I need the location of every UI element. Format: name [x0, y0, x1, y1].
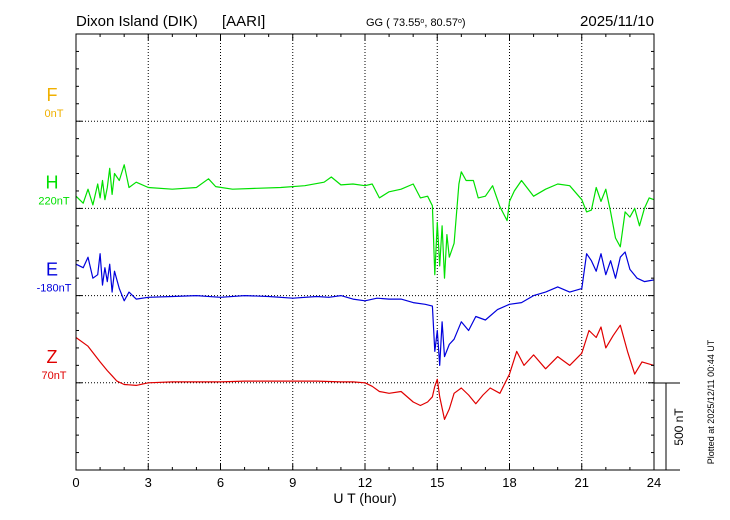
x-tick-label-6: 6 [217, 475, 224, 490]
series-line-E [75, 251, 655, 366]
x-tick-label-9: 9 [289, 475, 296, 490]
plotted-timestamp: Plotted at 2025/12/11 00:44 UT [706, 339, 716, 464]
channel-offset-H: 220nT [38, 195, 69, 207]
coords-prefix: GG ( 73.55 [366, 17, 420, 29]
channel-label-H: H [46, 172, 59, 192]
institute-label: [AARI] [222, 13, 265, 30]
x-tick-label-0: 0 [72, 475, 79, 490]
x-tick-label-12: 12 [358, 475, 372, 490]
degree-sign-2: o [458, 18, 462, 25]
coordinates-label: GG ( 73.55o, 80.57o) [366, 17, 466, 29]
channel-label-Z: Z [47, 347, 58, 367]
grid-lines [76, 34, 654, 470]
date-label: 2025/11/10 [580, 13, 654, 30]
data-series [75, 164, 655, 420]
degree-sign-1: o [420, 18, 424, 25]
scale-bar-label: 500 nT [672, 408, 686, 446]
channel-labels: F 0nT H 220nT E -180nT Z 70nT [37, 85, 72, 382]
series-line-Z [75, 324, 655, 420]
x-tick-label-21: 21 [575, 475, 589, 490]
channel-offset-F: 0nT [45, 108, 64, 120]
coords-suffix: ) [462, 17, 466, 29]
scale-bar: 500 nT [654, 382, 686, 471]
series-line-H [75, 164, 655, 279]
coords-mid: , 80.57 [424, 17, 458, 29]
channel-offset-E: -180nT [37, 283, 72, 295]
x-axis-label: U T (hour) [333, 490, 396, 506]
plot-frame [75, 33, 655, 471]
x-tick-label-18: 18 [502, 475, 516, 490]
x-tick-label-3: 3 [145, 475, 152, 490]
channel-label-E: E [46, 260, 58, 280]
station-title: Dixon Island (DIK) [76, 13, 198, 30]
channel-offset-Z: 70nT [41, 370, 66, 382]
axis-ticks: 0 3 6 9 12 15 18 21 24 [72, 33, 661, 490]
channel-label-F: F [47, 85, 58, 105]
x-tick-label-15: 15 [430, 475, 444, 490]
x-tick-label-24: 24 [647, 475, 661, 490]
